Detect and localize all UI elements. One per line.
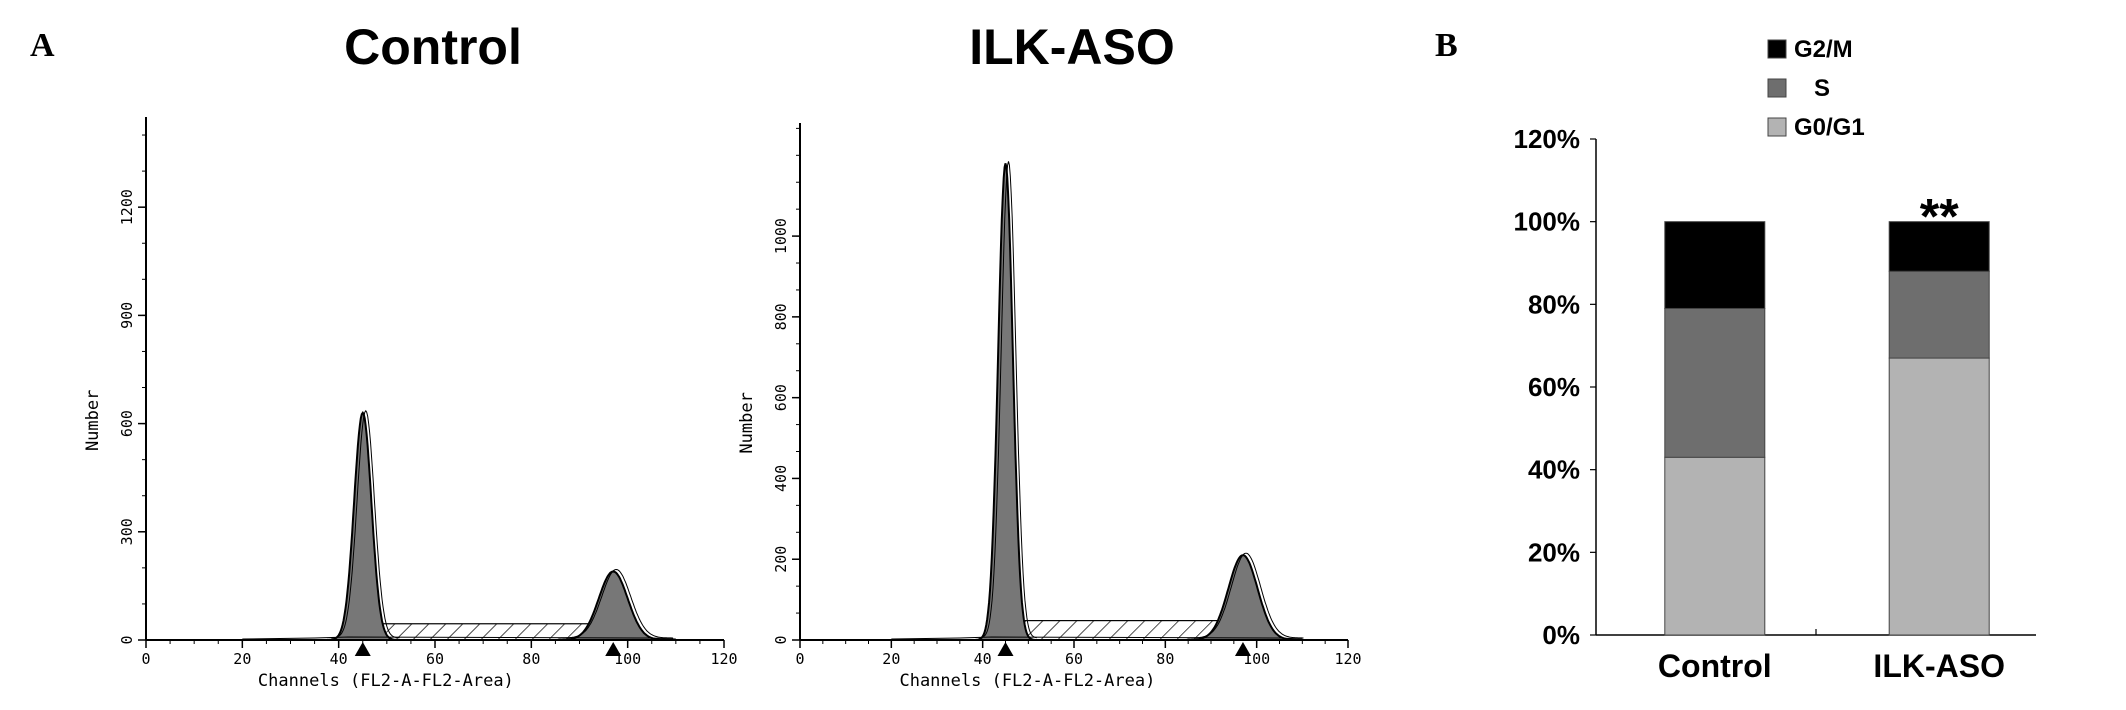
y-tick-label: 1200 bbox=[118, 189, 136, 225]
peak-g0-g1 bbox=[327, 411, 398, 641]
y-tick-label: 600 bbox=[772, 384, 790, 411]
y-tick-label: 200 bbox=[772, 546, 790, 573]
legend-label: S bbox=[1814, 75, 1830, 102]
x-tick-label: 80 bbox=[1156, 650, 1174, 668]
bar-y-tick-label: 100% bbox=[1514, 207, 1581, 237]
legend-label: G0/G1 bbox=[1794, 114, 1865, 141]
bar-segment-control-g0-g1 bbox=[1664, 456, 1766, 636]
y-tick-label: 300 bbox=[118, 518, 136, 545]
significance-marker: ** bbox=[1920, 189, 1959, 245]
y-tick-label: 600 bbox=[118, 410, 136, 437]
bar-segment-control-s bbox=[1664, 307, 1766, 458]
x-tick-label: 20 bbox=[882, 650, 900, 668]
bar-category-label: ILK-ASO bbox=[1873, 648, 2005, 684]
peak-marker-triangle bbox=[1234, 642, 1251, 656]
peak-marker-triangle bbox=[997, 642, 1014, 656]
peak-marker-triangle bbox=[354, 642, 371, 656]
x-tick-label: 60 bbox=[426, 650, 444, 668]
x-tick-label: 60 bbox=[1065, 650, 1083, 668]
x-tick-label: 80 bbox=[522, 650, 540, 668]
bar-y-tick-label: 80% bbox=[1528, 289, 1580, 319]
y-tick-label: 900 bbox=[118, 302, 136, 329]
x-tick-label: 0 bbox=[795, 650, 804, 668]
panel-a-letter: A bbox=[30, 27, 55, 64]
x-tick-label: 20 bbox=[233, 650, 251, 668]
y-tick-label: 0 bbox=[772, 635, 790, 644]
baseline-trace bbox=[242, 636, 676, 640]
y-tick-label: 400 bbox=[772, 465, 790, 492]
histogram-title: ILK-ASO bbox=[969, 19, 1175, 75]
cell-cycle-stacked-bar-chart: 0% 20% 40% 60% 80% 100% 120% Control ILK-ASO ** G2… bbox=[1514, 36, 2036, 684]
peak-g0-g1 bbox=[975, 163, 1036, 641]
bar-segment-ilk-aso-g0-g1 bbox=[1888, 357, 1990, 636]
peak-fit-outline bbox=[1187, 552, 1304, 639]
histogram-title: Control bbox=[344, 19, 522, 75]
bar-y-tick-label: 120% bbox=[1514, 124, 1581, 154]
bar-y-tick-label: 20% bbox=[1528, 537, 1580, 567]
legend-swatch bbox=[1767, 78, 1787, 98]
bar-segment-ilk-aso-s bbox=[1888, 270, 1990, 359]
y-axis-label: Number bbox=[83, 390, 103, 451]
x-tick-label: 40 bbox=[330, 650, 348, 668]
x-axis-label: Channels (FL2-A-FL2-Area) bbox=[258, 671, 514, 691]
peak-fit-outline bbox=[558, 568, 674, 639]
x-tick-label: 100 bbox=[614, 650, 641, 668]
y-axis-label: Number bbox=[737, 392, 757, 453]
bar-segment-ilk-aso-g2-m bbox=[1888, 221, 1990, 272]
x-tick-label: 120 bbox=[710, 650, 737, 668]
x-tick-label: 40 bbox=[974, 650, 992, 668]
bar-segment-control-g2-m bbox=[1664, 221, 1766, 309]
y-tick-label: 1000 bbox=[772, 218, 790, 254]
x-tick-label: 120 bbox=[1334, 650, 1361, 668]
y-tick-label: 0 bbox=[118, 635, 136, 644]
bar-y-tick-label: 0% bbox=[1542, 620, 1580, 650]
x-axis-label: Channels (FL2-A-FL2-Area) bbox=[899, 671, 1155, 691]
peak-fit-outline bbox=[331, 409, 400, 639]
x-tick-label: 0 bbox=[141, 650, 150, 668]
panel-b-letter: B bbox=[1435, 27, 1458, 64]
peak-marker-triangle bbox=[605, 642, 622, 656]
baseline-trace bbox=[891, 636, 1303, 640]
bar-y-tick-label: 40% bbox=[1528, 455, 1580, 485]
bar-y-tick-label: 60% bbox=[1528, 372, 1580, 402]
legend-label: G2/M bbox=[1794, 36, 1853, 63]
bar-category-label: Control bbox=[1658, 648, 1772, 684]
y-tick-label: 800 bbox=[772, 303, 790, 330]
peak-fit-outline bbox=[979, 161, 1037, 639]
legend-swatch bbox=[1767, 39, 1787, 59]
legend-swatch bbox=[1767, 117, 1787, 137]
